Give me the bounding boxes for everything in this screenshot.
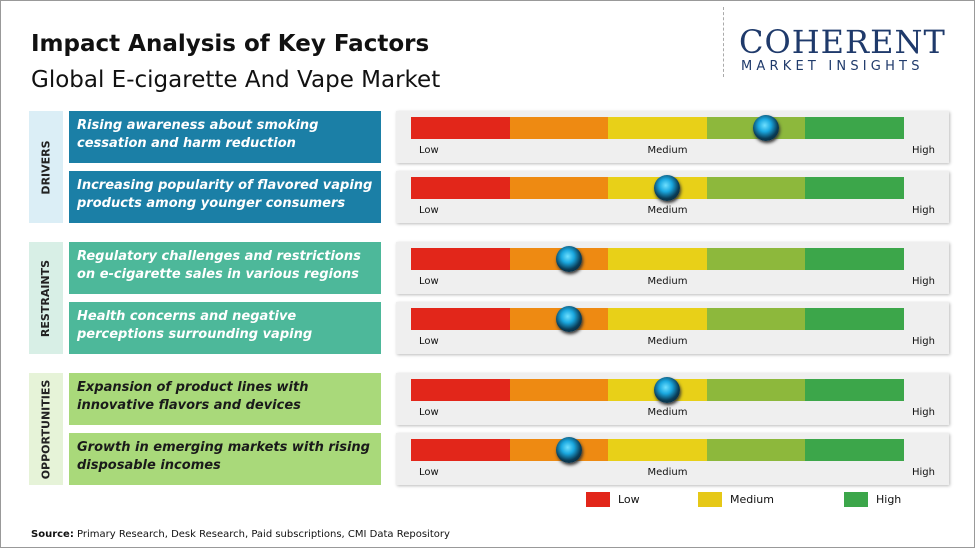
scale-segment bbox=[608, 117, 707, 139]
scale-label: Medium bbox=[647, 145, 688, 156]
scale-segment bbox=[608, 308, 707, 330]
scale-label: Medium bbox=[647, 407, 688, 418]
scale-segment bbox=[805, 379, 904, 401]
separator bbox=[723, 7, 724, 77]
scale-segment bbox=[805, 177, 904, 199]
scale-segment bbox=[706, 248, 806, 270]
scale-label: Low bbox=[419, 467, 439, 478]
title: Impact Analysis of Key Factors bbox=[31, 31, 430, 57]
scale-segment bbox=[509, 177, 609, 199]
scale-segment bbox=[411, 117, 510, 139]
source-label: Source: bbox=[31, 529, 74, 540]
impact-knob bbox=[555, 306, 582, 332]
group-label: OPPORTUNITIES bbox=[29, 373, 63, 485]
scale-segment bbox=[411, 177, 510, 199]
scale-label: Medium bbox=[647, 276, 688, 287]
scale-segment bbox=[411, 248, 510, 270]
scale-label: High bbox=[912, 145, 935, 156]
scale-label: High bbox=[912, 407, 935, 418]
impact-knob bbox=[654, 377, 681, 403]
factor: Increasing popularity of flavored vaping… bbox=[69, 171, 381, 223]
scale-segment bbox=[411, 439, 510, 461]
group-label-text: RESTRAINTS bbox=[39, 259, 53, 337]
scale-segment bbox=[608, 439, 707, 461]
scale-label: High bbox=[912, 205, 935, 216]
scale-segment bbox=[706, 308, 806, 330]
factor: Health concerns and negative perceptions… bbox=[69, 302, 381, 354]
scale-label: Low bbox=[419, 276, 439, 287]
source: Source: Primary Research, Desk Research,… bbox=[31, 529, 450, 540]
logo-name: COHERENT bbox=[739, 23, 946, 61]
scale-segment bbox=[411, 308, 510, 330]
group-label: DRIVERS bbox=[29, 111, 63, 223]
source-text: Primary Research, Desk Research, Paid su… bbox=[77, 529, 450, 540]
legend-swatch bbox=[698, 492, 722, 507]
legend-swatch bbox=[586, 492, 610, 507]
scale-label: Medium bbox=[647, 205, 688, 216]
scale-label: Low bbox=[419, 407, 439, 418]
legend-label: High bbox=[876, 493, 902, 506]
scale-label: Medium bbox=[647, 467, 688, 478]
scale-label: High bbox=[912, 336, 935, 347]
impact-knob bbox=[555, 437, 582, 463]
scale-label: Low bbox=[419, 205, 439, 216]
scale-segment bbox=[805, 248, 904, 270]
group-label-text: OPPORTUNITIES bbox=[39, 379, 53, 479]
factor: Growth in emerging markets with rising d… bbox=[69, 433, 381, 485]
scale-segment bbox=[706, 379, 806, 401]
scale-segment bbox=[805, 117, 904, 139]
scale-label: Medium bbox=[647, 336, 688, 347]
impact-knob bbox=[555, 246, 582, 272]
scale-segment bbox=[805, 439, 904, 461]
scale-label: High bbox=[912, 467, 935, 478]
scale-label: High bbox=[912, 276, 935, 287]
scale-segment bbox=[706, 177, 806, 199]
scale-label: Low bbox=[419, 145, 439, 156]
scale-segment bbox=[411, 379, 510, 401]
factor: Regulatory challenges and restrictions o… bbox=[69, 242, 381, 294]
legend-label: Low bbox=[618, 493, 640, 506]
scale-label: Low bbox=[419, 336, 439, 347]
subtitle: Global E-cigarette And Vape Market bbox=[31, 67, 441, 93]
scale-segment bbox=[608, 248, 707, 270]
scale-segment bbox=[509, 379, 609, 401]
group-label-text: DRIVERS bbox=[39, 139, 53, 195]
legend-swatch bbox=[844, 492, 868, 507]
legend-label: Medium bbox=[730, 493, 774, 506]
scale-segment bbox=[509, 117, 609, 139]
impact-knob bbox=[654, 175, 681, 201]
factor: Expansion of product lines with innovati… bbox=[69, 373, 381, 425]
factor: Rising awareness about smoking cessation… bbox=[69, 111, 381, 163]
impact-knob bbox=[752, 115, 779, 141]
group-label: RESTRAINTS bbox=[29, 242, 63, 354]
scale-segment bbox=[805, 308, 904, 330]
scale-segment bbox=[706, 439, 806, 461]
logo-tagline: MARKET INSIGHTS bbox=[741, 59, 924, 74]
